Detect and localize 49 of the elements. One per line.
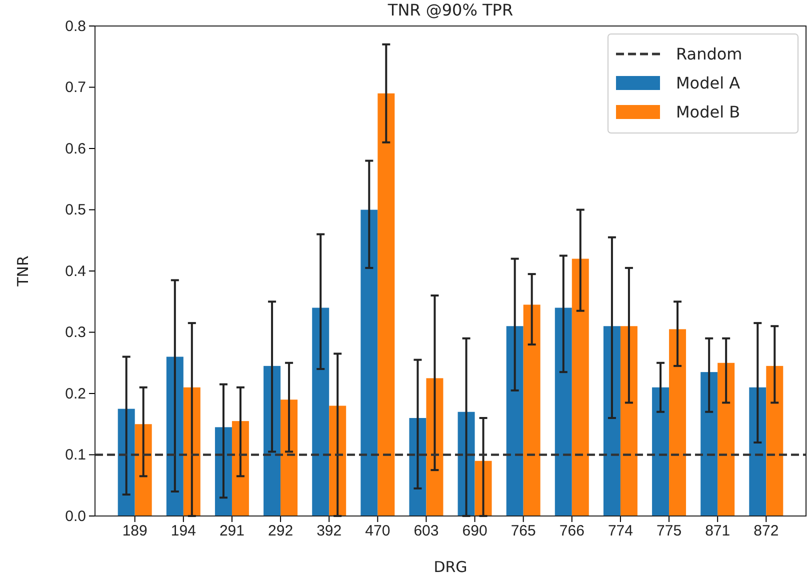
bar [264, 366, 281, 516]
x-tick-label: 392 [316, 522, 342, 540]
x-tick-label: 765 [510, 522, 536, 540]
x-tick-label: 872 [754, 522, 779, 540]
bar [280, 400, 298, 516]
bar [620, 326, 638, 516]
x-tick-label: 775 [656, 522, 682, 540]
x-tick-label: 194 [170, 522, 196, 540]
x-tick-label: 766 [559, 522, 584, 540]
bar [523, 304, 540, 516]
x-tick-label: 871 [705, 522, 730, 540]
legend-label: Model A [676, 74, 740, 93]
y-tick-label: 0.7 [65, 79, 86, 96]
bar [603, 326, 620, 516]
y-tick-label: 0.2 [65, 385, 86, 402]
x-tick-label: 690 [462, 522, 488, 540]
bar [378, 93, 395, 516]
bar [572, 258, 589, 516]
bar [506, 326, 524, 516]
chart-title: TNR @90% TPR [386, 0, 514, 20]
bar [134, 424, 152, 516]
x-tick-label: 292 [268, 522, 294, 540]
bar [652, 387, 670, 516]
y-tick-label: 0.0 [65, 508, 86, 525]
bar [360, 210, 378, 516]
x-axis-title: DRG [434, 558, 468, 576]
bar [232, 421, 249, 516]
x-tick-label: 189 [122, 522, 148, 540]
y-tick-label: 0.6 [65, 140, 86, 158]
x-tick-label: 470 [365, 522, 390, 540]
legend-label: Random [676, 44, 742, 64]
bar [426, 378, 444, 516]
y-axis-title: TNR [14, 256, 32, 288]
bar [766, 366, 784, 516]
bar [312, 308, 330, 516]
bar [700, 372, 718, 516]
bar [669, 329, 686, 516]
y-tick-label: 0.5 [65, 202, 86, 219]
y-tick-label: 0.4 [65, 262, 86, 280]
x-tick-label: 603 [414, 522, 439, 540]
x-tick-label: 774 [608, 522, 633, 540]
bar [718, 362, 735, 516]
y-tick-label: 0.1 [65, 446, 86, 464]
bar [749, 387, 766, 516]
bar [554, 308, 572, 516]
legend-label: Model B [676, 102, 740, 122]
x-tick-label: 291 [219, 522, 244, 540]
y-tick-label: 0.8 [65, 18, 86, 35]
y-tick-label: 0.3 [65, 324, 86, 342]
